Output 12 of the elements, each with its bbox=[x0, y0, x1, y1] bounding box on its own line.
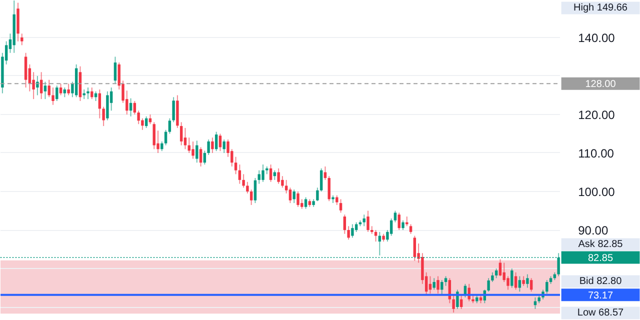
y-tick-label: 110.00 bbox=[578, 146, 614, 160]
ref-line-label: 73.17 bbox=[588, 290, 614, 302]
y-tick-label: 120.00 bbox=[578, 108, 616, 122]
text: Bid 82.80 bbox=[579, 276, 622, 287]
text: High 149.66 bbox=[574, 2, 628, 14]
text: Low 68.57 bbox=[577, 308, 624, 318]
y-tick-label: 100.00 bbox=[578, 185, 616, 199]
ref-line-label: 128.00 bbox=[585, 79, 616, 90]
text: Ask 82.85 bbox=[578, 239, 624, 250]
ref-line-label: 82.85 bbox=[588, 253, 614, 264]
y-tick-label: 140.00 bbox=[578, 30, 616, 45]
y-tick-label: 90.00 bbox=[578, 224, 608, 238]
